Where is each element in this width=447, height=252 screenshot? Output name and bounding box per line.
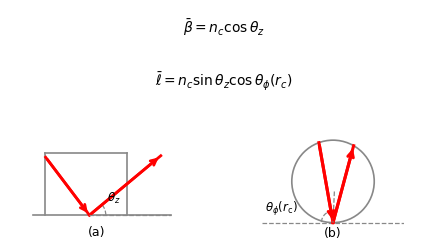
Text: (a): (a) (88, 226, 105, 239)
Text: $\theta_{\phi}(r_{\mathrm{c}})$: $\theta_{\phi}(r_{\mathrm{c}})$ (265, 200, 298, 218)
Text: $\theta_z$: $\theta_z$ (107, 191, 121, 206)
Text: $\bar{\ell} = n_c \sin\theta_z \cos\theta_{\phi}(r_c)$: $\bar{\ell} = n_c \sin\theta_z \cos\thet… (155, 71, 292, 93)
Text: (b): (b) (324, 227, 342, 240)
Text: $\bar{\beta} = n_c \cos\theta_z$: $\bar{\beta} = n_c \cos\theta_z$ (182, 18, 265, 39)
